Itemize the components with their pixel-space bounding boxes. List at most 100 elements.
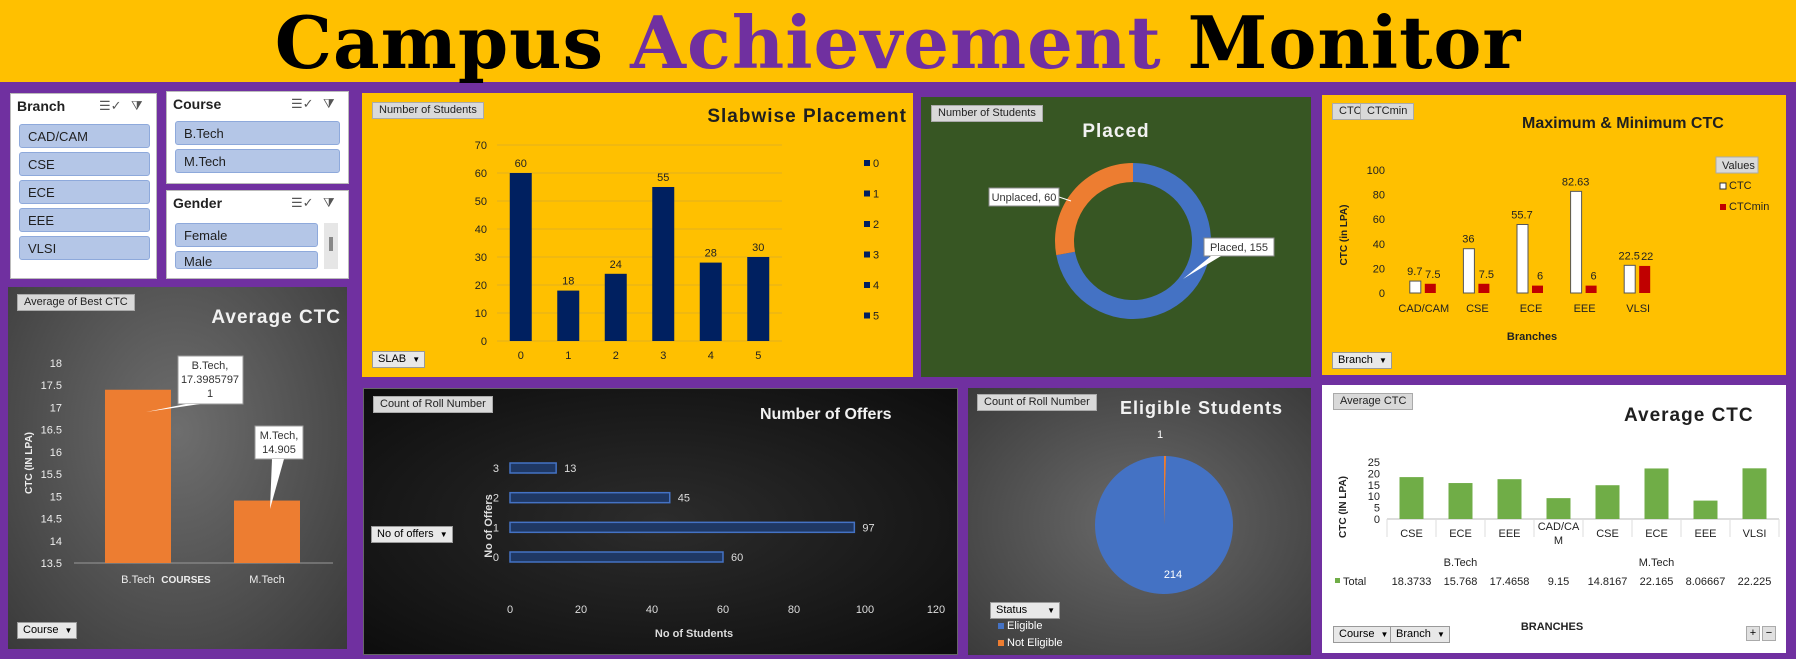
data-label-not-eligible: 1 [1157,429,1163,441]
slicer-item-cadcam[interactable]: CAD/CAM [19,124,150,148]
course-slicer: Course ☰✓ ⧩ B.Tech M.Tech [166,91,349,184]
bar [652,187,675,341]
offers-filter-dropdown[interactable]: No of offers [371,526,453,543]
y-tick-label: 0 [1374,514,1380,526]
branch-filter-dropdown[interactable]: Branch [1332,352,1392,369]
legend-swatch-ctc [1719,182,1727,190]
table-cell: 17.4658 [1490,576,1530,588]
collapse-button[interactable]: − [1762,626,1776,641]
legend-title-box [1715,156,1759,174]
bar [1644,468,1669,519]
legend-swatch [1335,578,1340,583]
bar [509,173,532,341]
y-tick-label: 0 [1379,288,1385,300]
data-label: 60 [515,158,527,170]
data-label-ctcmin: 22 [1641,251,1653,263]
field-button[interactable]: Count of Roll Number [373,396,493,413]
slabwise-placement-panel: Number of Students Slabwise Placement 0 1… [362,93,913,377]
multi-select-icon[interactable]: ☰✓ [291,96,314,111]
clear-filter-icon[interactable]: ⧩ [323,195,335,210]
multi-select-icon[interactable]: ☰✓ [291,195,314,210]
eligible-panel: Count of Roll Number Eligible Students 2… [968,388,1311,655]
legend-label-ctcmin: CTCmin [1729,201,1769,213]
title-word-3: Monitor [1187,0,1522,85]
branch-filter-dropdown[interactable]: Branch [1390,626,1450,643]
chart-title: Average CTC [211,307,341,328]
avg-ctc-course-panel: Average of Best CTC Average CTC 13.5 14 14… [8,287,347,649]
x-tick-label: B.Tech [121,574,155,586]
placed-panel: Number of Students Placed Unplaced, 60 Pl… [921,97,1311,377]
slicer-item-vlsi[interactable]: VLSI [19,236,150,260]
slab-filter-dropdown[interactable]: SLAB [372,351,426,368]
field-button[interactable]: Average CTC [1333,393,1414,410]
field-button-ctc[interactable]: CTC [1332,103,1369,120]
slicer-item-male[interactable]: Male [175,251,318,269]
slicer-item-female[interactable]: Female [175,223,318,247]
field-button[interactable]: Number of Students [372,102,484,119]
field-button[interactable]: Number of Students [931,105,1043,122]
slicer-scrollbar[interactable] [324,223,338,269]
bar [747,257,770,341]
clear-filter-icon[interactable]: ⧩ [323,96,335,111]
group-label: B.Tech [1444,557,1478,569]
field-button-ctcmin[interactable]: CTCmin [1360,103,1415,120]
field-button[interactable]: Average of Best CTC [17,294,135,311]
callout-pointer [1183,256,1221,279]
y-tick-label: 17.5 [41,380,62,392]
bar-ctcmin [1424,283,1436,293]
slicer-item-btech[interactable]: B.Tech [175,121,340,145]
expand-button[interactable]: + [1746,626,1760,641]
legend-label: 4 [873,280,879,292]
legend-swatch [864,190,870,197]
x-tick-label: CSE [1400,528,1423,540]
pie-slice-eligible [1094,456,1233,594]
slicer-item-eee[interactable]: EEE [19,208,150,232]
legend-label: 1 [873,189,879,201]
pie-slice-not-eligible [1164,456,1167,525]
y-axis-title: No of Offers [483,494,495,558]
bar-ctcmin [1585,285,1597,293]
y-tick-label: 5 [1374,503,1380,515]
y-tick-label: 100 [1367,165,1385,177]
slicer-item-ece[interactable]: ECE [19,180,150,204]
slicer-item-mtech[interactable]: M.Tech [175,149,340,173]
data-label-ctcmin: 7.5 [1425,269,1440,281]
bar-ctcmin [1478,283,1490,293]
bar-ctc [1623,264,1636,294]
branch-slicer-header: Branch [17,98,66,114]
slicer-item-cse[interactable]: CSE [19,152,150,176]
chart-title: Maximum & Minimum CTC [1522,115,1724,132]
legend-label: 2 [873,219,879,231]
bar [1546,498,1571,519]
course-slicer-header: Course [173,96,222,112]
clear-filter-icon[interactable]: ⧩ [131,98,143,113]
legend-swatch [864,282,870,288]
chart-title: Slabwise Placement [707,106,907,127]
x-axis-title: Branches [1507,331,1557,343]
x-tick-label: EEE [1498,528,1520,540]
multi-select-icon[interactable]: ☰✓ [99,98,122,113]
y-tick-label: 15 [50,491,62,503]
y-tick-label: 15.5 [41,469,62,481]
course-filter-dropdown[interactable]: Course [1333,626,1394,643]
field-button[interactable]: Count of Roll Number [977,394,1097,411]
x-tick-label: EEE [1694,528,1716,540]
x-tick-label: CAD/CAM [1398,303,1449,315]
data-label: 30 [752,242,764,254]
y-tick-label: 50 [475,196,487,208]
x-tick-label: 120 [927,604,945,616]
bar [1497,479,1522,519]
data-label: 18 [562,276,574,288]
gender-slicer: Gender ☰✓ ⧩ Female Male [166,190,349,279]
status-filter-dropdown[interactable]: Status [990,602,1060,619]
bar [509,551,724,563]
data-label-ctc: 9.7 [1407,266,1422,278]
legend-item-not-eligible: Not Eligible [998,637,1063,649]
bar [234,500,300,563]
gender-slicer-header: Gender [173,195,223,211]
x-axis-title: No of Students [655,628,733,640]
x-tick-label: ECE [1520,303,1543,315]
data-label-eligible: 214 [1164,569,1182,581]
course-filter-dropdown[interactable]: Course [17,622,78,639]
